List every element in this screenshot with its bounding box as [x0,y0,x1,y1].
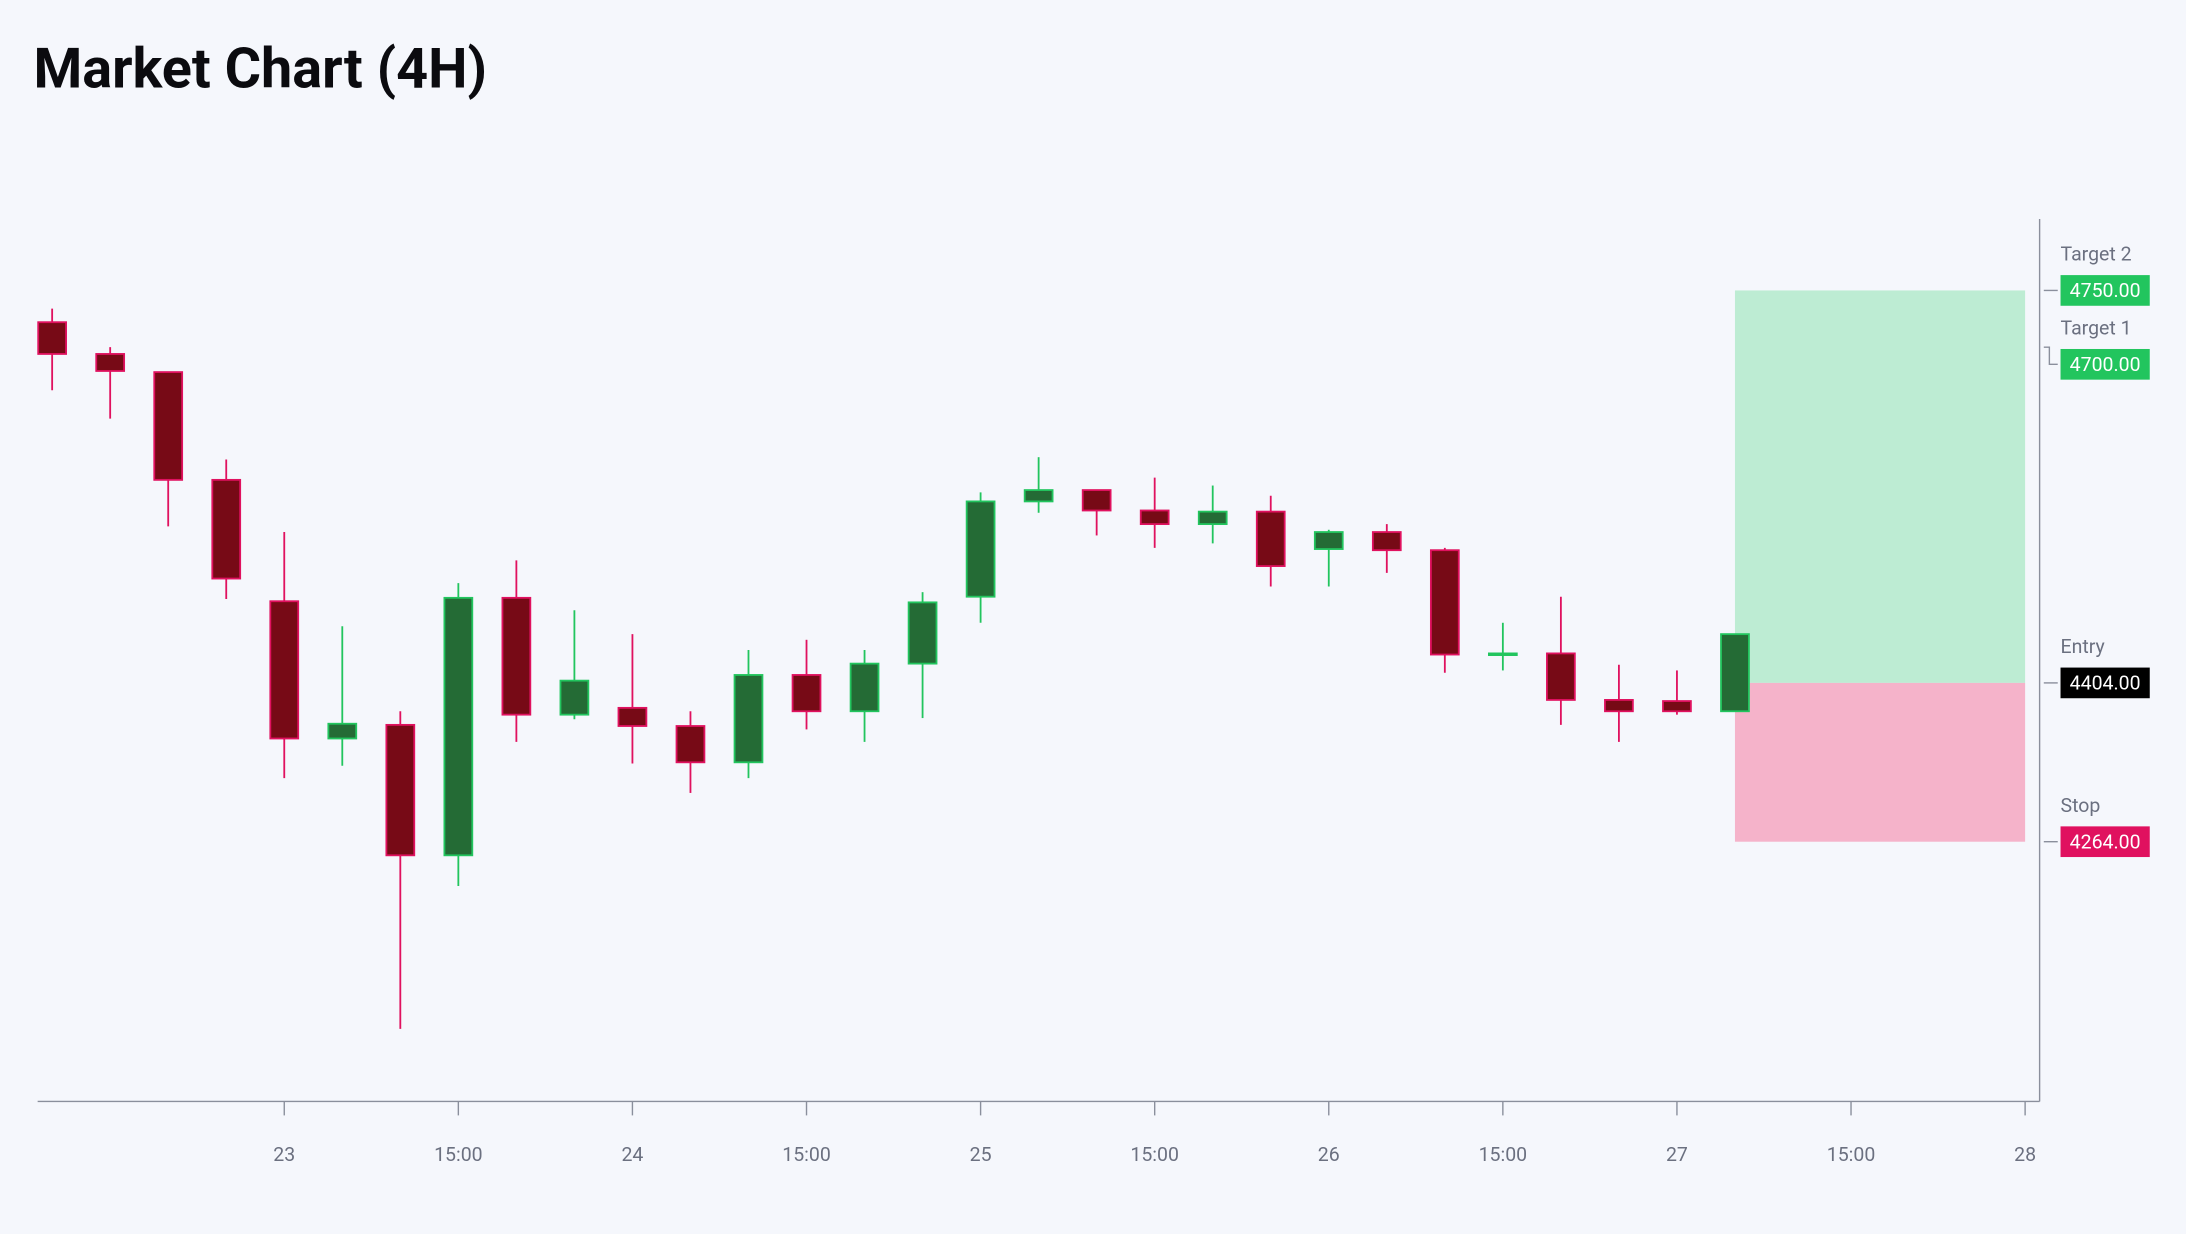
candle-body [501,596,532,716]
level-value: 4700.00 [2070,353,2141,376]
level-value: 4264.00 [2070,830,2141,853]
candle-body [1081,489,1112,512]
x-tick-label: 15:00 [434,1143,483,1166]
candle-body [965,500,996,598]
level-badge [2060,348,2150,380]
candle-body [1255,510,1286,567]
candle-body [1313,531,1344,550]
level-badge [2060,275,2150,306]
candle-body [849,662,880,713]
candle-body [1139,509,1170,526]
x-tick-label: 15:00 [1130,1143,1179,1166]
x-tick-label: 15:00 [782,1143,831,1166]
candle-body [95,353,126,372]
level-value: 4404.00 [2070,671,2141,694]
level-name: Entry [2061,635,2105,658]
level-name: Stop [2061,794,2101,817]
candle-body [1023,489,1054,503]
level-tick [2043,346,2058,366]
candles [37,308,1750,1029]
candle-body [1371,531,1402,552]
candle-body [211,478,242,580]
x-tick-label: 27 [1666,1143,1688,1166]
candle-body [37,321,67,355]
axes: 23 15:00 24 15:00 25 15:00 26 15:00 27 15:00 28 [37,218,2041,1166]
x-tick-label: 23 [273,1143,295,1166]
candle-body [1662,700,1692,713]
chart-title: Market Chart (4H) [33,35,487,101]
x-tick-label: 24 [621,1143,643,1166]
level-badge [2060,667,2150,699]
candle-body [559,679,590,716]
candle-body [153,371,184,481]
candle-body [1604,699,1634,713]
x-tick-label: 28 [2014,1143,2036,1166]
level-badge [2060,826,2150,858]
candle-body [617,706,648,727]
x-tick-label: 25 [970,1143,992,1166]
candle-body [269,600,300,740]
level-value: 4750.00 [2070,279,2141,302]
candle-body [385,723,416,857]
candle-body [327,722,358,740]
candle-body [1720,633,1750,713]
candle-body [907,601,938,665]
position-zones [1734,290,2026,842]
level-labels: Target 2 4750.00 Target 1 4700.00 Entry 4404.… [2043,243,2150,858]
level-name: Target 2 [2061,243,2132,266]
loss-zone [1734,682,2026,842]
x-tick-label: 26 [1318,1143,1340,1166]
x-tick-label: 15:00 [1827,1143,1876,1166]
candle-body [1197,510,1228,526]
level-name: Target 1 [2061,317,2132,340]
candle-body [791,674,822,713]
candle-body [733,674,764,764]
candle-body [675,725,706,764]
candle-body [1429,549,1460,656]
candle-body [443,596,474,857]
candle-body [1546,652,1576,701]
candle-body [1488,652,1518,656]
profit-zone [1734,290,2026,683]
x-tick-label: 15:00 [1479,1143,1528,1166]
